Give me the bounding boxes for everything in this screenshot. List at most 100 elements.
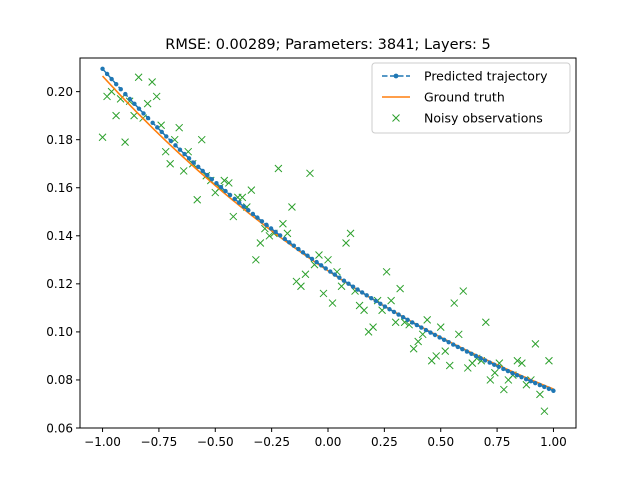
noisy-observation-point [130, 111, 138, 120]
noisy-observation-point [531, 340, 540, 348]
predicted-trajectory-point [264, 222, 269, 228]
y-tick-label: 0.10 [46, 325, 73, 339]
noisy-observation-point [279, 219, 287, 228]
predicted-trajectory-point [300, 250, 306, 255]
x-tick-label: −0.75 [141, 435, 178, 449]
noisy-observation-point [224, 179, 233, 187]
predicted-trajectory-point [205, 172, 210, 178]
noisy-observation-point [98, 133, 107, 142]
x-tick-label: −0.50 [197, 435, 234, 449]
predicted-trajectory-point [223, 188, 228, 194]
predicted-trajectory-point [282, 236, 287, 242]
y-tick-label: 0.16 [46, 181, 73, 195]
legend-label-noisy: Noisy observations [424, 111, 543, 126]
predicted-trajectory-point [236, 200, 242, 205]
predicted-trajectory-point [287, 240, 292, 245]
legend-noisy-marker [392, 114, 400, 122]
noisy-observation-point [265, 231, 274, 240]
predicted-trajectory-point [387, 307, 392, 312]
noisy-observation-point [360, 306, 368, 315]
noisy-observation-point [346, 229, 355, 238]
predicted-trajectory-point [510, 370, 515, 376]
noisy-observation-point [391, 318, 400, 327]
predicted-trajectory-point [350, 284, 356, 289]
noisy-observation-point [274, 164, 283, 173]
predicted-trajectory-point [359, 290, 365, 295]
predicted-trajectory-point [396, 312, 401, 317]
predicted-trajectory-point [400, 315, 406, 320]
chart-title: RMSE: 0.00289; Parameters: 3841; Layers:… [165, 37, 491, 53]
predicted-trajectory-point [533, 380, 538, 386]
predicted-trajectory-point [318, 263, 324, 268]
predicted-trajectory-point [136, 106, 142, 111]
plot-area [98, 66, 556, 416]
noisy-observation-point [143, 99, 152, 108]
noisy-observation-point [297, 282, 305, 291]
y-tick-label: 0.20 [46, 85, 73, 99]
noisy-observation-point [369, 323, 377, 331]
noisy-observation-point [301, 270, 310, 279]
predicted-trajectory-point [314, 259, 319, 265]
ground-truth-line [101, 75, 554, 390]
predicted-trajectory-point [341, 278, 347, 283]
predicted-trajectory-point [218, 184, 224, 190]
predicted-trajectory-point [382, 304, 388, 309]
predicted-trajectory-point [291, 243, 297, 248]
predicted-trajectory-point [123, 91, 128, 97]
predicted-trajectory-point [482, 358, 488, 363]
x-tick-label: −1.00 [84, 435, 121, 449]
predicted-trajectory-point [232, 196, 237, 202]
predicted-trajectory-point [496, 364, 501, 370]
noisy-observation-point [134, 73, 143, 82]
predicted-trajectory-point [177, 147, 183, 152]
predicted-trajectory-point [141, 111, 146, 116]
noisy-observation-point [342, 239, 350, 247]
predicted-trajectory-point [355, 287, 360, 292]
noisy-observation-point [450, 299, 459, 307]
noisy-observation-point [486, 376, 495, 384]
noisy-observation-point [454, 330, 463, 339]
predicted-trajectory-point [173, 143, 178, 148]
noisy-observation-point [328, 299, 337, 307]
noisy-observation-point [288, 203, 296, 211]
predicted-trajectory-point [405, 317, 410, 323]
predicted-trajectory-point [505, 368, 511, 374]
predicted-trajectory-point [337, 275, 342, 280]
y-tick-label: 0.12 [46, 277, 73, 291]
x-tick-label: 0.75 [484, 435, 511, 449]
predicted-trajectory-point [164, 134, 169, 139]
predicted-trajectory-point [332, 272, 338, 277]
predicted-trajectory-point [159, 129, 164, 135]
predicted-trajectory-point [104, 71, 110, 77]
legend-predicted-marker [393, 73, 399, 79]
noisy-observation-point [175, 123, 184, 132]
predicted-trajectory-point [487, 360, 492, 365]
predicted-trajectory-point [200, 168, 205, 174]
noisy-observation-point [220, 176, 229, 185]
predicted-trajectory-point [168, 138, 174, 144]
predicted-trajectory-point [410, 320, 415, 325]
predicted-trajectory-point [132, 101, 137, 107]
x-tick-label: 0.00 [315, 435, 342, 449]
noisy-observation-point [121, 138, 129, 146]
y-tick-label: 0.14 [46, 229, 73, 243]
noisy-observation-point [540, 407, 549, 416]
noisy-observation-point [152, 92, 161, 101]
noisy-observation-point [414, 337, 423, 346]
predicted-trajectory-point [114, 81, 119, 87]
predicted-trajectory-point [419, 325, 424, 330]
predicted-trajectory-point [460, 347, 465, 352]
legend-label-predicted: Predicted trajectory [424, 69, 548, 84]
predicted-trajectory-line [101, 68, 554, 392]
x-tick-label: −0.25 [253, 435, 290, 449]
noisy-observation-point [396, 284, 404, 293]
noisy-observation-point [197, 135, 206, 144]
predicted-trajectory-point [446, 340, 451, 345]
predicted-trajectory-point [250, 211, 256, 217]
x-tick-label: 1.00 [540, 435, 567, 449]
predicted-trajectory-point [255, 215, 260, 220]
predicted-trajectory-point [246, 208, 251, 213]
predicted-trajectory-point [273, 229, 278, 235]
noisy-observation-point [445, 361, 454, 370]
